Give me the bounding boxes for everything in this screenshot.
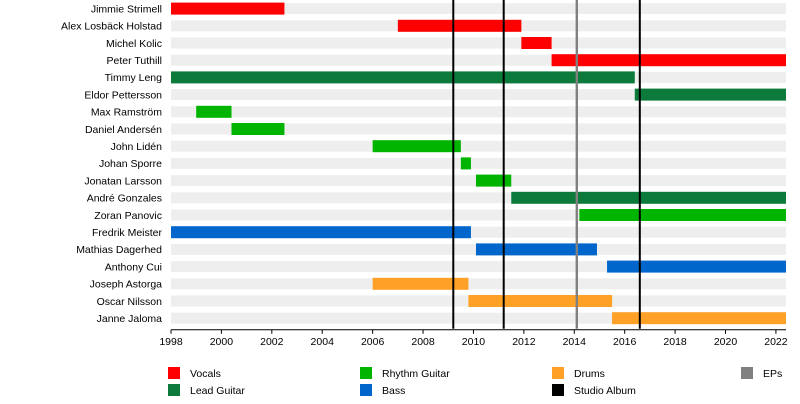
x-tick-label-2010: 2010 (462, 336, 486, 348)
row-stripe (171, 89, 786, 101)
x-tick-label-2002: 2002 (260, 336, 284, 348)
x-tick-label-1998: 1998 (159, 336, 183, 348)
member-label-fredrik-meister: Fredrik Meister (92, 227, 163, 239)
member-label-michel-kolic: Michel Kolic (106, 38, 162, 50)
row-stripe (171, 209, 786, 221)
bar-johan-sporre (460, 157, 471, 170)
row-stripe (171, 37, 786, 49)
bar-mathias-dagerhed (475, 243, 597, 256)
bar-oscar-nilsson (468, 295, 613, 307)
legend-swatch-lead (168, 384, 180, 396)
row-stripe (171, 140, 786, 152)
x-tick-label-2008: 2008 (411, 336, 435, 348)
member-label-anthony-cui: Anthony Cui (105, 261, 162, 273)
member-label-max-ramstrom: Max Ramström (91, 107, 162, 119)
member-label-janne-jaloma: Janne Jaloma (97, 313, 163, 325)
legend-swatch-bass (360, 384, 372, 396)
legend-label-vocals: Vocals (190, 368, 221, 380)
row-stripe (171, 106, 786, 118)
bar-max-ramstrom (196, 105, 232, 118)
bar-janne-jaloma (612, 312, 786, 325)
row-stripe (171, 261, 786, 273)
member-label-peter-tuthill: Peter Tuthill (107, 55, 162, 67)
bar-alex-losback-holstad (397, 19, 522, 32)
legend-swatch-rhythm (360, 367, 372, 379)
bar-peter-tuthill (551, 54, 786, 67)
legend: Vocals Rhythm Guitar Drums EPs Lead Guitar Ba… (168, 367, 782, 397)
bar-john-liden (372, 140, 461, 153)
member-label-jimmie-strimell: Jimmie Strimell (91, 3, 162, 15)
x-tick-label-2004: 2004 (311, 336, 335, 348)
bar-jonatan-larsson (475, 174, 512, 187)
bar-zoran-panovic (579, 209, 786, 221)
bar-anthony-cui (607, 260, 786, 273)
member-label-timmy-leng: Timmy Leng (105, 72, 163, 84)
legend-label-album: Studio Album (574, 385, 636, 397)
member-label-john-liden: John Lidén (111, 141, 163, 153)
member-label-mathias-dagerhed: Mathias Dagerhed (76, 244, 162, 256)
legend-label-lead: Lead Guitar (190, 385, 245, 397)
member-label-andre-gonzales: André Gonzales (87, 193, 162, 205)
x-axis: 1998 2000 2002 2004 2006 2008 2010 2012 2014 2016… (159, 329, 788, 348)
bar-fredrik-meister (171, 226, 471, 239)
x-tick-label-2018: 2018 (663, 336, 687, 348)
legend-label-drums: Drums (574, 368, 605, 380)
member-label-jonatan-larsson: Jonatan Larsson (84, 175, 162, 187)
legend-swatch-vocals (168, 367, 180, 379)
row-stripe (171, 312, 786, 324)
row-stripe (171, 278, 786, 290)
member-label-alex-losback-holstad: Alex Losbäck Holstad (61, 21, 162, 33)
member-label-johan-sporre: Johan Sporre (99, 158, 162, 170)
member-label-zoran-panovic: Zoran Panovic (94, 210, 162, 222)
row-stripe (171, 123, 786, 135)
legend-swatch-ep (741, 367, 753, 379)
legend-label-bass: Bass (382, 385, 405, 397)
row-stripe (171, 192, 786, 204)
member-label-eldor-pettersson: Eldor Pettersson (84, 89, 162, 101)
x-tick-label-2006: 2006 (361, 336, 385, 348)
bar-joseph-astorga (372, 277, 469, 290)
member-label-oscar-nilsson: Oscar Nilsson (97, 296, 163, 308)
member-labels: Jimmie Strimell Alex Losbäck Holstad Miche… (61, 3, 162, 325)
bar-timmy-leng (171, 71, 635, 84)
x-tick-label-2022: 2022 (764, 336, 788, 348)
x-tick-label-2014: 2014 (563, 336, 587, 348)
legend-label-rhythm: Rhythm Guitar (382, 368, 450, 380)
x-tick-label-2020: 2020 (714, 336, 738, 348)
row-stripe (171, 54, 786, 66)
x-tick-label-2012: 2012 (512, 336, 536, 348)
legend-label-ep: EPs (763, 368, 782, 380)
row-stripes (171, 3, 786, 324)
x-tick-label-2016: 2016 (613, 336, 637, 348)
row-stripe (171, 157, 786, 169)
release-markers (452, 0, 641, 329)
row-stripe (171, 226, 786, 238)
member-label-joseph-astorga: Joseph Astorga (90, 279, 163, 291)
bar-andre-gonzales (511, 191, 786, 204)
member-label-daniel-andersen: Daniel Andersén (85, 124, 162, 136)
bar-michel-kolic (521, 37, 552, 49)
member-bars (171, 2, 786, 325)
row-stripe (171, 3, 786, 15)
legend-swatch-drums (552, 367, 564, 379)
bar-eldor-pettersson (634, 88, 786, 101)
bar-jimmie-strimell (171, 2, 285, 15)
x-tick-label-2000: 2000 (210, 336, 234, 348)
bar-daniel-andersen (231, 123, 285, 135)
legend-swatch-album (552, 384, 564, 396)
